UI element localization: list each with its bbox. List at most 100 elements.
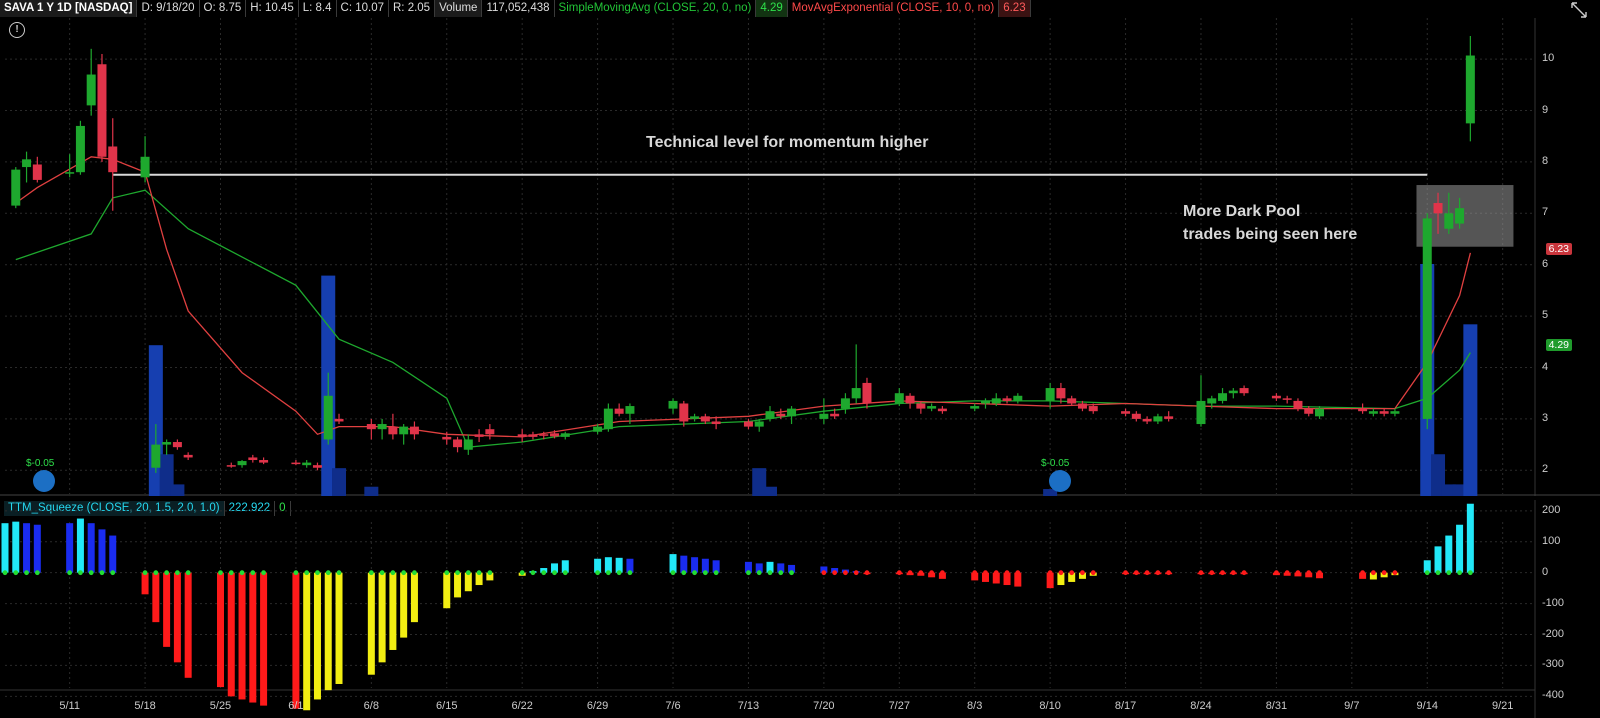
squeeze-bar (313, 572, 321, 700)
squeeze-dot (713, 570, 719, 576)
squeeze-bar (1068, 572, 1076, 582)
darkpool-highlight-box (1416, 185, 1514, 247)
squeeze-dot (1015, 570, 1021, 576)
candle-body (560, 433, 570, 437)
candle-body (1002, 398, 1012, 401)
squeeze-dot (1133, 570, 1139, 576)
volume-bar (364, 486, 379, 496)
squeeze-bar (788, 564, 796, 573)
squeeze-dot (368, 570, 374, 576)
squeeze-tick-label: -300 (1542, 658, 1565, 671)
candle-body (528, 434, 538, 437)
squeeze-bar (98, 529, 106, 573)
earnings-bulb-icon[interactable] (33, 470, 55, 492)
squeeze-dot (562, 570, 568, 576)
squeeze-bar (755, 563, 763, 573)
squeeze-dot (1295, 570, 1301, 576)
squeeze-dot (541, 570, 547, 576)
earnings-value-2: $-0.05 (1041, 458, 1070, 469)
squeeze-dot (153, 570, 159, 576)
candle-body (1239, 388, 1249, 394)
squeeze-dot (864, 570, 870, 576)
candle-body (668, 400, 678, 409)
squeeze-dot (250, 570, 256, 576)
squeeze-dot (627, 570, 633, 576)
candle-body (463, 439, 473, 450)
candle-body (1196, 400, 1206, 425)
squeeze-bar (23, 523, 31, 573)
candle-body (1433, 203, 1443, 214)
volume-label[interactable]: Volume (435, 0, 483, 17)
sma-price-tag: 4.29 (1545, 339, 1572, 351)
candle-body (1207, 398, 1217, 404)
candle-body (75, 125, 85, 173)
candle-body (1056, 388, 1066, 399)
volume-bar (1441, 484, 1456, 496)
squeeze-zero: 0 (275, 500, 291, 516)
candle-body (1045, 388, 1055, 401)
squeeze-dot (1381, 570, 1387, 576)
volume-bar (159, 454, 174, 496)
squeeze-dot (1284, 570, 1290, 576)
ema-price-tag: 6.23 (1545, 243, 1572, 255)
squeeze-dot (13, 570, 19, 576)
ema-line (15, 156, 1472, 438)
price-tick-label: 3 (1542, 411, 1549, 424)
earnings-bulb-icon[interactable] (1049, 470, 1071, 492)
candle-body (1465, 55, 1475, 124)
symbol-label[interactable]: SAVA 1 Y 1D [NASDAQ] (0, 0, 138, 17)
squeeze-dot (1467, 570, 1473, 576)
squeeze-tick-label: 200 (1542, 503, 1561, 516)
candle-body (97, 64, 107, 157)
date-tick-label: 8/3 (967, 700, 983, 712)
date-tick-label: 6/29 (586, 700, 609, 712)
sma-value: 4.29 (756, 0, 788, 17)
candle-body (851, 388, 861, 399)
squeeze-chart[interactable] (0, 500, 1600, 718)
candle-body (259, 460, 269, 463)
expand-icon[interactable] (1570, 2, 1588, 18)
candle-body (1218, 393, 1228, 401)
squeeze-bar (173, 572, 181, 663)
date-tick-label: 7/27 (888, 700, 910, 712)
squeeze-bar (712, 560, 720, 573)
squeeze-dot (605, 570, 611, 576)
level-annotation: Technical level for momentum higher (646, 134, 929, 151)
squeeze-dot (185, 570, 191, 576)
squeeze-bar (227, 572, 235, 697)
high-value: H: 10.45 (246, 0, 299, 17)
squeeze-dot (1090, 570, 1096, 576)
price-chart[interactable] (0, 18, 1600, 496)
squeeze-dot (1317, 570, 1322, 576)
volume-bar (332, 468, 347, 496)
candle-body (474, 434, 484, 437)
volume-bar (763, 486, 777, 496)
date-tick-label: 8/17 (1114, 700, 1137, 712)
squeeze-bar (1316, 572, 1324, 579)
squeeze-bar (981, 572, 989, 582)
sma-label[interactable]: SimpleMovingAvg (CLOSE, 20, 0, no) (555, 0, 757, 17)
squeeze-dot (336, 570, 342, 576)
squeeze-bar (971, 572, 979, 581)
squeeze-dot (1220, 570, 1225, 576)
squeeze-dot (1069, 570, 1075, 576)
squeeze-dot (983, 570, 988, 576)
date-value: D: 9/18/20 (137, 0, 200, 17)
ema-label[interactable]: MovAvgExponential (CLOSE, 10, 0, no) (788, 0, 1000, 17)
squeeze-dot (519, 570, 525, 576)
date-tick-label: 9/14 (1416, 700, 1438, 712)
info-icon[interactable]: ! (9, 22, 25, 38)
candle-body (550, 433, 560, 437)
squeeze-dot (832, 570, 838, 576)
candle-body (1228, 390, 1238, 394)
volume-bar (1463, 324, 1478, 496)
candle-body (291, 462, 301, 465)
squeeze-dot (907, 570, 913, 576)
candle-body (162, 442, 172, 445)
squeeze-bar (561, 560, 569, 573)
candle-body (711, 421, 721, 425)
candle-body (334, 418, 344, 422)
volume-value: 117,052,438 (482, 0, 555, 17)
squeeze-bar (992, 572, 1000, 584)
squeeze-bar (594, 558, 602, 573)
